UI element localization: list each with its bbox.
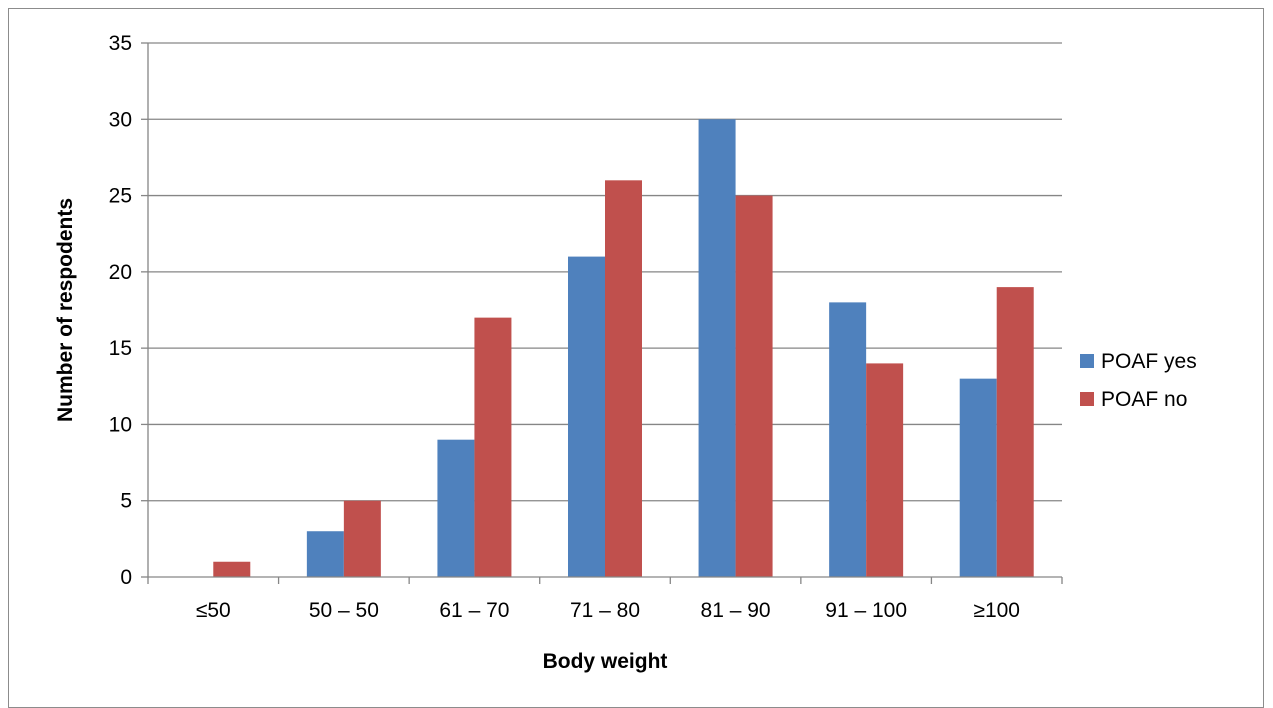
x-tick-label: ≤50 <box>196 599 231 622</box>
y-tick-label: 30 <box>109 108 132 131</box>
x-tick-label: 71 – 80 <box>570 599 640 622</box>
bar <box>698 119 736 578</box>
bar <box>437 439 475 577</box>
y-tick-labels: 0 5 10 15 20 25 30 35 <box>109 32 132 589</box>
x-axis-title: Body weight <box>543 650 668 673</box>
legend: POAF yes POAF no <box>1080 350 1197 411</box>
x-tick-label: 61 – 70 <box>439 599 509 622</box>
bar <box>735 195 773 578</box>
x-tick-labels: ≤50 50 – 50 61 – 70 71 – 80 81 – 90 91 – 100 ≥… <box>196 599 1020 622</box>
bar <box>866 363 904 577</box>
y-tick-label: 35 <box>109 32 132 55</box>
bar <box>343 500 381 577</box>
bar <box>213 561 251 577</box>
bar <box>568 256 605 577</box>
y-tick-label: 20 <box>109 261 132 284</box>
y-tick-label: 5 <box>120 490 132 513</box>
legend-swatch <box>1080 354 1094 368</box>
x-tick-label: 81 – 90 <box>701 599 771 622</box>
bar <box>605 180 642 578</box>
y-axis-title: Number of respodents <box>54 198 77 422</box>
x-tick-label: 91 – 100 <box>825 599 907 622</box>
axes <box>141 42 1063 584</box>
x-tick-label: ≥100 <box>973 599 1020 622</box>
bar <box>474 317 512 577</box>
bar <box>959 378 997 577</box>
x-tick-label: 50 – 50 <box>309 599 379 622</box>
bars <box>213 119 1034 578</box>
y-tick-label: 10 <box>109 413 132 436</box>
bar <box>829 302 867 577</box>
bar <box>306 531 344 577</box>
legend-label: POAF no <box>1101 388 1187 411</box>
bar <box>996 287 1034 577</box>
y-tick-label: 15 <box>109 337 132 360</box>
legend-label: POAF yes <box>1101 350 1197 373</box>
y-tick-label: 25 <box>109 185 132 208</box>
y-tick-label: 0 <box>120 566 132 589</box>
legend-swatch <box>1080 392 1094 406</box>
